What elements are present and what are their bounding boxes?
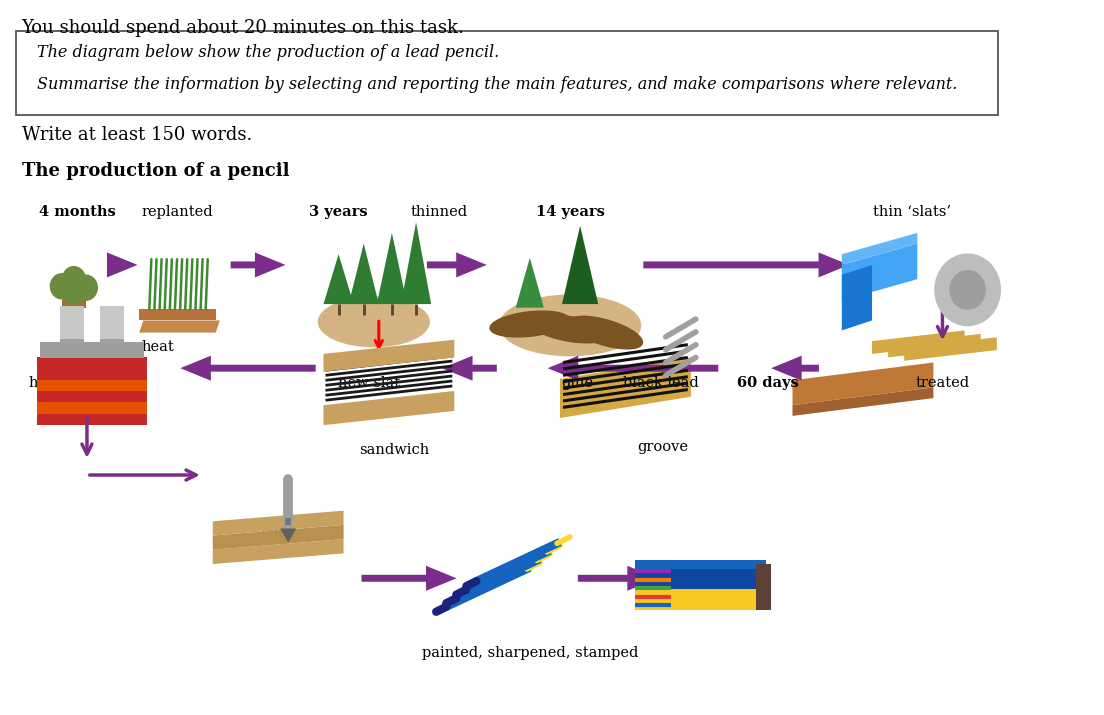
Bar <box>60 305 84 345</box>
Polygon shape <box>842 265 872 330</box>
Polygon shape <box>349 244 379 304</box>
Polygon shape <box>516 258 544 307</box>
Polygon shape <box>36 380 147 391</box>
Text: heat: heat <box>141 340 173 354</box>
Polygon shape <box>872 330 965 354</box>
Ellipse shape <box>50 273 74 300</box>
Bar <box>62 295 86 307</box>
Text: cut: cut <box>262 525 285 539</box>
Bar <box>100 305 124 345</box>
Polygon shape <box>562 226 598 304</box>
Bar <box>636 569 766 589</box>
Bar <box>756 564 772 611</box>
Polygon shape <box>401 222 432 304</box>
Polygon shape <box>139 320 220 332</box>
Ellipse shape <box>935 254 1000 325</box>
Bar <box>636 564 766 611</box>
Text: 4 months: 4 months <box>39 204 115 219</box>
Text: hard-pressed: hard-pressed <box>28 375 126 390</box>
Text: new slat: new slat <box>338 375 400 390</box>
Text: 3 years: 3 years <box>309 204 368 219</box>
Bar <box>60 339 84 345</box>
Polygon shape <box>323 340 455 372</box>
Polygon shape <box>213 539 343 564</box>
Text: Summarise the information by selecting and reporting the main features, and make: Summarise the information by selecting a… <box>36 77 957 93</box>
Polygon shape <box>888 334 980 358</box>
Text: glue: glue <box>561 375 593 390</box>
Ellipse shape <box>569 316 643 349</box>
Polygon shape <box>560 358 691 418</box>
Polygon shape <box>213 525 343 550</box>
Polygon shape <box>842 233 917 265</box>
Polygon shape <box>323 255 353 304</box>
Polygon shape <box>36 403 147 414</box>
Text: thinned: thinned <box>411 204 468 219</box>
Text: treated: treated <box>915 375 969 390</box>
Text: painted, sharpened, stamped: painted, sharpened, stamped <box>422 646 638 660</box>
Text: sandwich: sandwich <box>359 443 429 457</box>
Polygon shape <box>793 388 933 416</box>
Text: The production of a pencil: The production of a pencil <box>21 162 289 179</box>
Polygon shape <box>323 391 455 425</box>
Bar <box>636 560 766 570</box>
Text: You should spend about 20 minutes on this task.: You should spend about 20 minutes on thi… <box>21 19 465 37</box>
Polygon shape <box>36 414 147 425</box>
Polygon shape <box>280 528 296 543</box>
FancyBboxPatch shape <box>17 31 998 115</box>
Polygon shape <box>36 391 147 403</box>
Bar <box>100 339 124 345</box>
Text: thin ‘slats’: thin ‘slats’ <box>873 204 952 219</box>
Ellipse shape <box>531 315 609 342</box>
Text: replanted: replanted <box>141 204 213 219</box>
Polygon shape <box>213 511 343 536</box>
Ellipse shape <box>62 278 86 305</box>
Bar <box>40 342 145 358</box>
Bar <box>139 309 215 320</box>
Polygon shape <box>793 363 933 405</box>
Ellipse shape <box>490 311 570 337</box>
Text: black lead: black lead <box>623 375 699 390</box>
Ellipse shape <box>62 266 86 292</box>
Ellipse shape <box>951 270 985 309</box>
Polygon shape <box>376 233 407 304</box>
Ellipse shape <box>318 297 429 347</box>
Ellipse shape <box>74 275 98 301</box>
Polygon shape <box>36 368 147 380</box>
Polygon shape <box>904 337 997 361</box>
Polygon shape <box>36 357 147 368</box>
Text: The diagram below show the production of a lead pencil.: The diagram below show the production of… <box>36 44 499 61</box>
Text: 14 years: 14 years <box>535 204 605 219</box>
Text: groove: groove <box>637 440 688 453</box>
Text: Write at least 150 words.: Write at least 150 words. <box>21 126 252 144</box>
Text: 60 days: 60 days <box>737 375 799 390</box>
Ellipse shape <box>500 295 640 355</box>
Polygon shape <box>842 244 917 300</box>
